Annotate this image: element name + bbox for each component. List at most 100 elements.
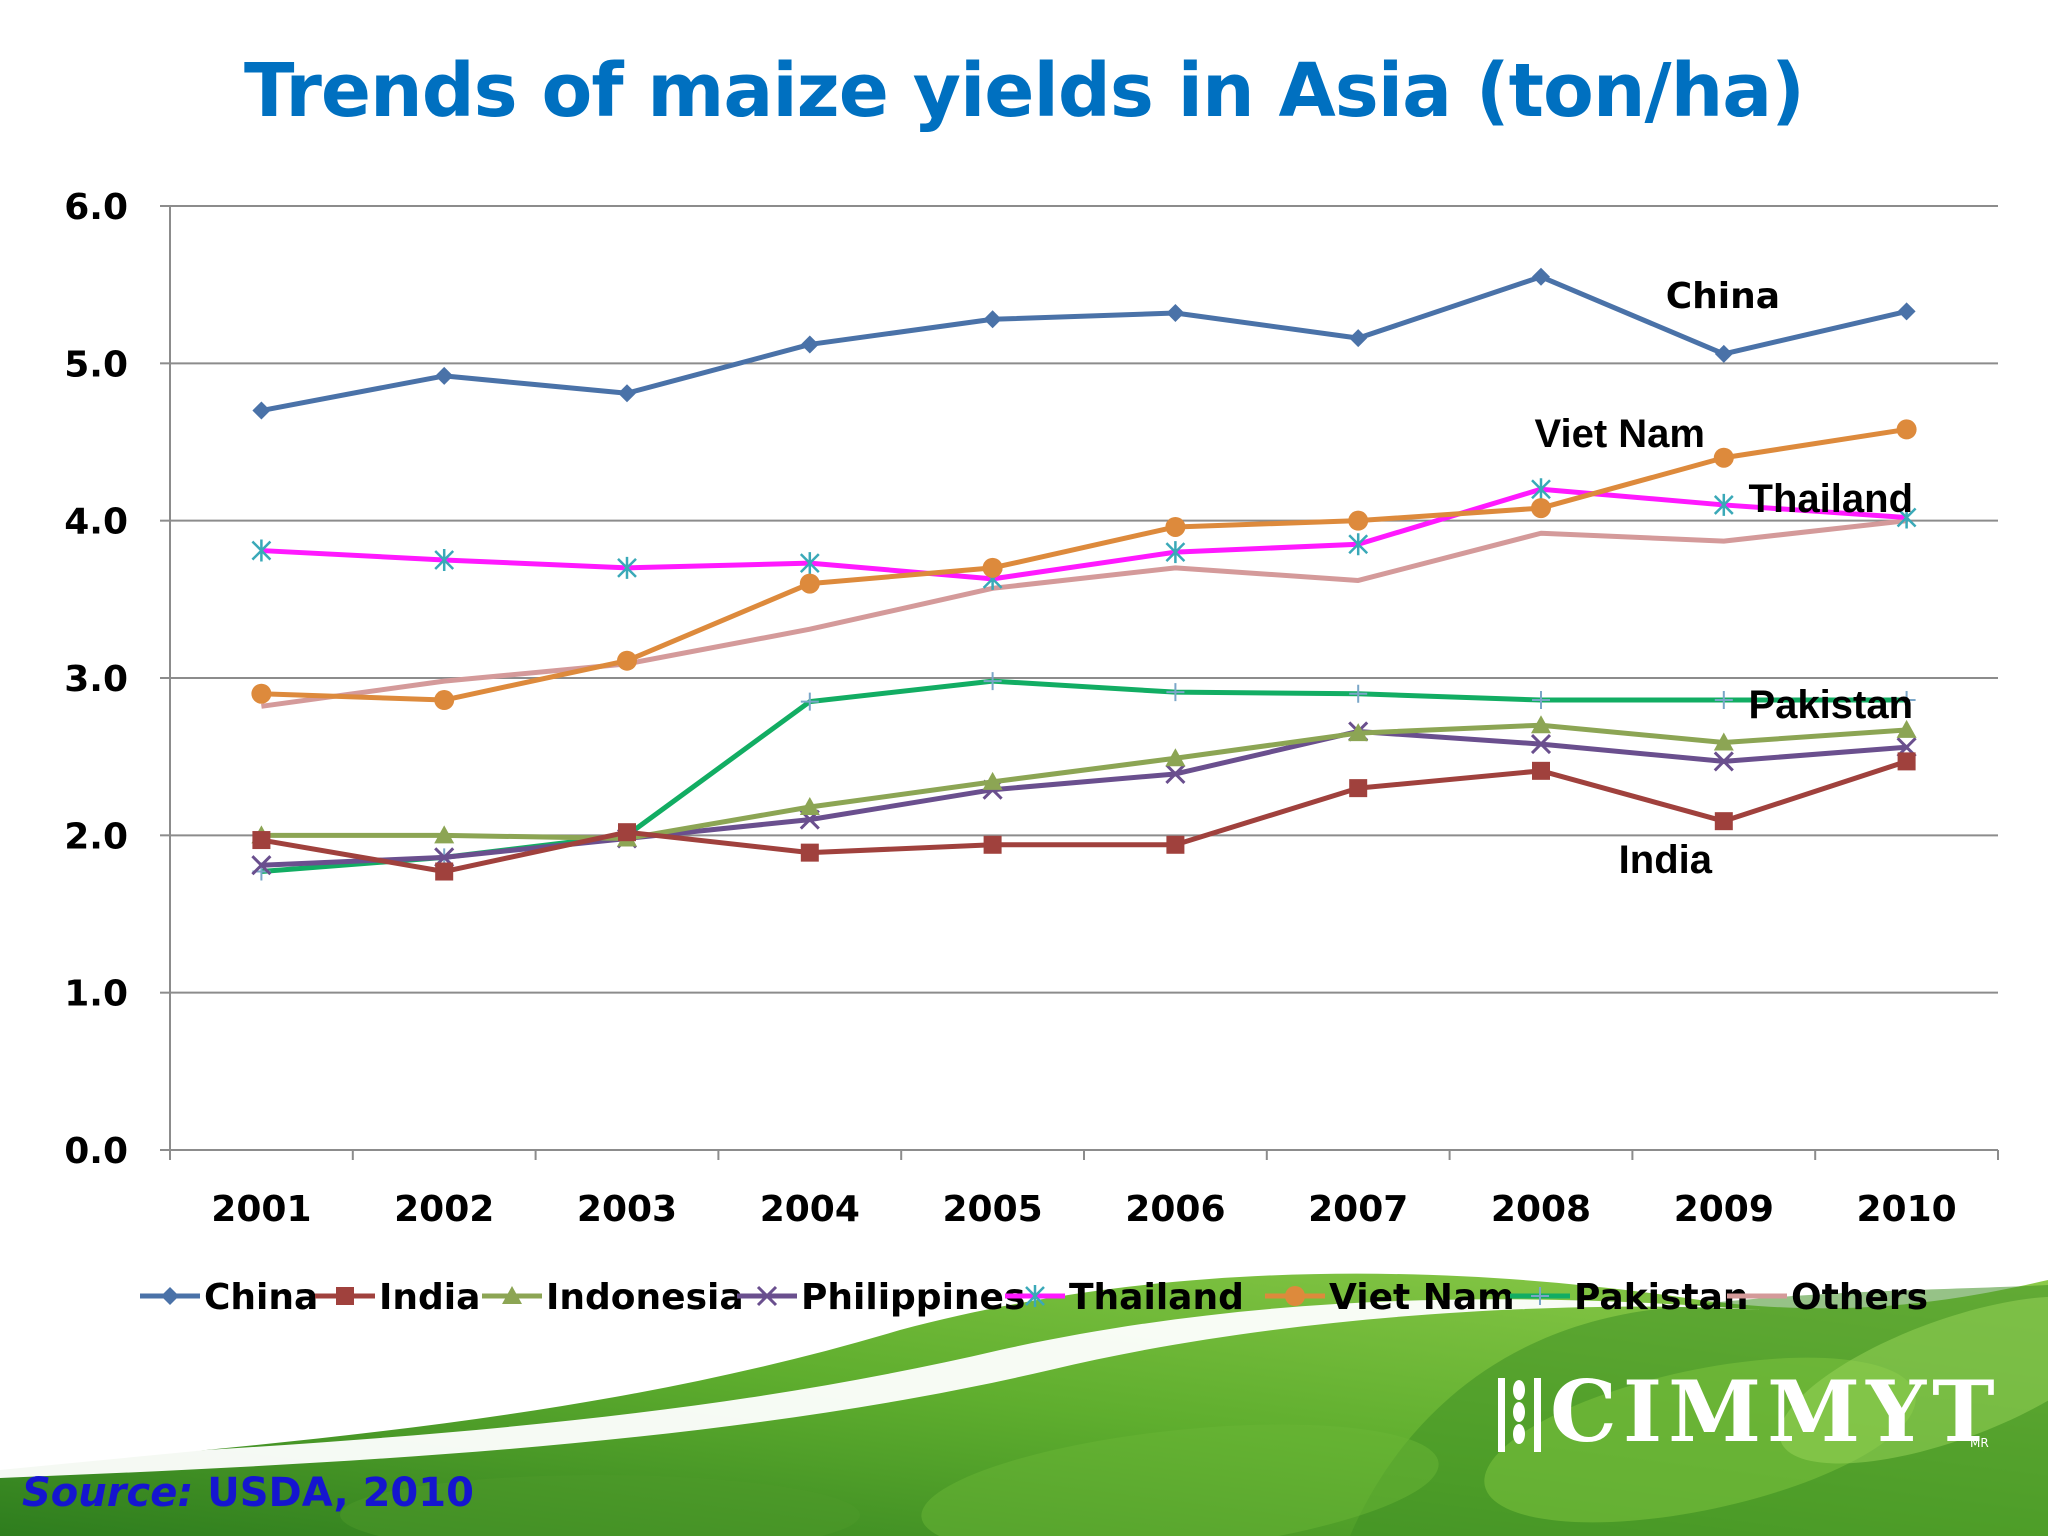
legend-label: India <box>379 1277 480 1318</box>
data-point-philippines <box>1713 751 1734 772</box>
data-point-china <box>1166 303 1185 322</box>
data-point-india <box>1166 835 1185 854</box>
data-point-philippines <box>1165 763 1186 785</box>
legend-marker <box>1531 1287 1549 1305</box>
data-point-pakistan <box>983 672 1002 691</box>
source-label: Source: <box>22 1470 194 1516</box>
x-tick-label: 2008 <box>1491 1189 1591 1230</box>
legend-marker <box>336 1287 354 1305</box>
data-point-indonesia <box>1165 748 1186 767</box>
data-point-viet-nam <box>1896 419 1917 440</box>
series-line-indonesia <box>261 722 1907 841</box>
data-point-indonesia <box>1348 723 1369 742</box>
data-point-viet-nam <box>1713 447 1734 468</box>
data-point-india <box>1897 752 1916 771</box>
data-point-china <box>1714 344 1733 363</box>
legend-marker <box>502 1286 522 1304</box>
data-point-pakistan <box>1532 691 1550 710</box>
y-tick-label: 6.0 <box>64 187 128 228</box>
cimmyt-logo: CIMMYT MR <box>1492 1362 2012 1461</box>
y-tick-label: 3.0 <box>64 659 128 700</box>
data-point-thailand <box>1713 493 1734 516</box>
source-note: Source: USDA, 2010 <box>22 1470 474 1516</box>
logo-mark: MR <box>1970 1436 1989 1450</box>
legend-label: Pakistan <box>1574 1277 1749 1318</box>
data-point-india <box>252 831 271 850</box>
y-tick-label: 0.0 <box>64 1131 128 1172</box>
logo-text: CIMMYT <box>1550 1362 2001 1461</box>
data-point-india <box>983 835 1002 854</box>
legend-label: Others <box>1791 1277 1928 1318</box>
data-point-china <box>252 401 271 420</box>
data-point-china <box>983 310 1002 329</box>
data-point-philippines <box>251 855 272 876</box>
data-point-pakistan <box>800 692 819 711</box>
data-point-viet-nam <box>1531 498 1551 519</box>
data-point-thailand <box>251 539 272 562</box>
x-tick-label: 2005 <box>942 1189 1042 1230</box>
data-point-pakistan <box>1349 684 1368 703</box>
series-line-viet-nam <box>261 426 1907 703</box>
data-point-viet-nam <box>617 650 637 671</box>
legend-item-pakistan: Pakistan <box>1510 1277 1749 1318</box>
x-tick-label: 2007 <box>1308 1189 1408 1230</box>
data-point-india <box>1349 779 1368 798</box>
data-point-india <box>1714 812 1733 831</box>
series-line-india <box>260 759 1908 875</box>
data-point-thailand <box>799 552 820 575</box>
legend-marker <box>1285 1286 1305 1306</box>
data-point-indonesia <box>434 825 455 844</box>
annotation-india: India <box>1619 838 1713 882</box>
x-tick-label: 2009 <box>1674 1189 1774 1230</box>
data-point-china <box>1349 329 1368 348</box>
leaf-shape <box>1779 1296 2048 1464</box>
data-point-viet-nam <box>982 557 1003 578</box>
x-tick-label: 2002 <box>394 1189 494 1230</box>
legend-label: Indonesia <box>546 1277 744 1318</box>
data-point-thailand <box>1531 478 1551 501</box>
x-tick-label: 2010 <box>1856 1189 1956 1230</box>
data-point-philippines <box>1530 734 1552 755</box>
data-point-china <box>1897 302 1916 321</box>
legend-marker <box>1025 1285 1045 1307</box>
data-point-india <box>800 843 819 862</box>
data-point-thailand <box>434 549 455 571</box>
series-others <box>261 518 1907 709</box>
data-point-thailand <box>1165 541 1186 564</box>
legend-item-india: India <box>315 1277 480 1318</box>
data-point-viet-nam <box>251 683 272 704</box>
data-point-thailand <box>617 556 637 579</box>
data-point-indonesia <box>982 771 1003 790</box>
source-value: USDA, 2010 <box>207 1470 474 1516</box>
legend-label: Philippines <box>801 1277 1025 1318</box>
page-title: Trends of maize yields in Asia (ton/ha) <box>243 48 1805 134</box>
data-point-china <box>435 366 454 385</box>
legend-item-thailand: Thailand <box>1005 1277 1244 1318</box>
data-point-pakistan <box>1897 691 1916 710</box>
series-line-china <box>260 274 1908 413</box>
legend-label: Viet Nam <box>1329 1277 1515 1318</box>
data-point-pakistan <box>1166 683 1185 702</box>
data-point-indonesia <box>1531 715 1551 734</box>
series-line-thailand <box>261 486 1907 582</box>
legend-item-others: Others <box>1727 1277 1928 1318</box>
x-tick-label: 2006 <box>1125 1189 1225 1230</box>
wheat-icon <box>1498 1378 1541 1452</box>
data-point-china <box>1532 267 1550 286</box>
data-point-indonesia <box>799 797 820 816</box>
data-point-indonesia <box>1896 719 1917 738</box>
series-line-philippines <box>261 728 1907 868</box>
legend-item-indonesia: Indonesia <box>482 1277 744 1318</box>
series-china <box>252 267 1916 420</box>
data-point-india <box>1532 761 1550 780</box>
data-point-indonesia <box>1713 732 1734 751</box>
x-tick-label: 2004 <box>760 1189 860 1230</box>
data-point-india <box>435 862 454 881</box>
y-tick-label: 4.0 <box>64 502 128 543</box>
data-point-pakistan <box>1714 691 1733 710</box>
legend-marker <box>756 1285 778 1307</box>
legend-item-china: China <box>140 1277 318 1318</box>
